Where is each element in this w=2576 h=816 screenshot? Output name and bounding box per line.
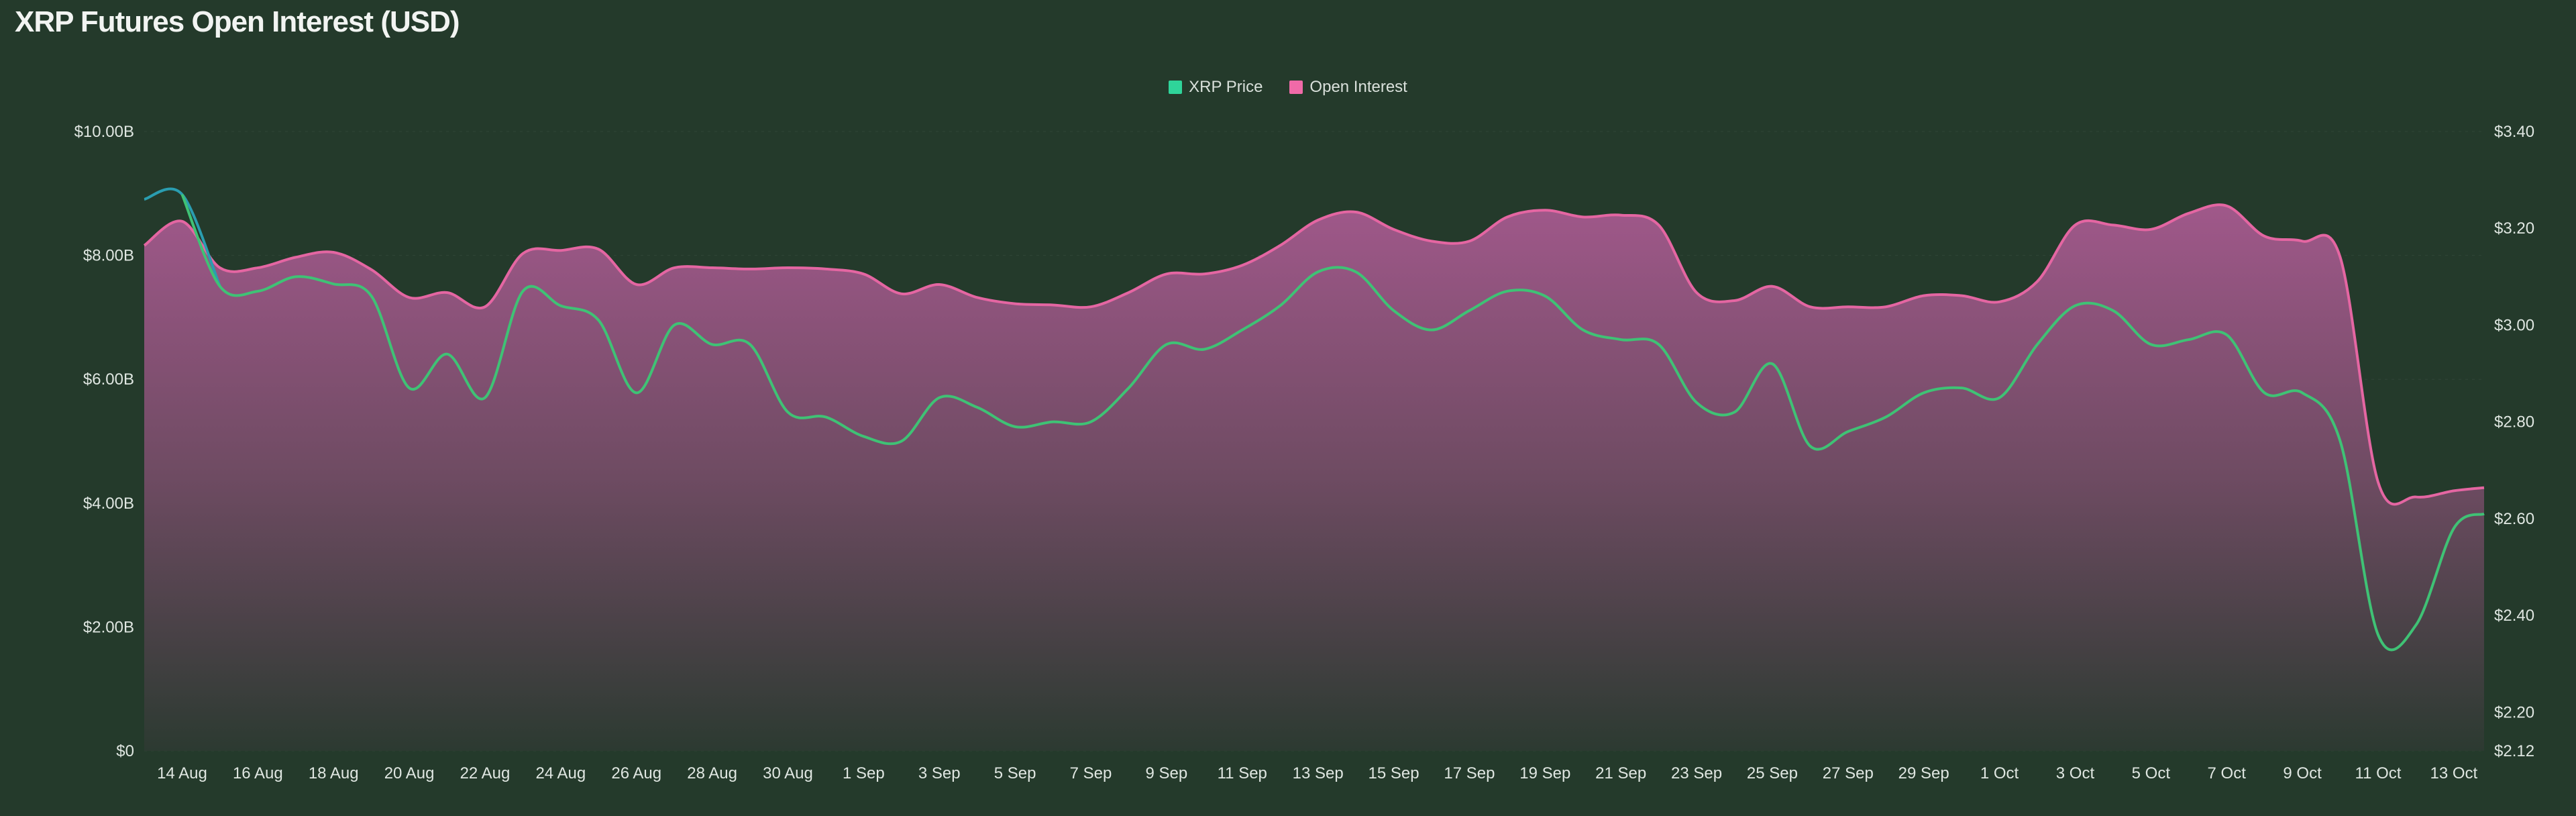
- y-right-tick-label: $2.12: [2494, 742, 2534, 760]
- x-tick-label: 30 Aug: [763, 764, 813, 782]
- x-tick-label: 7 Oct: [2208, 764, 2247, 782]
- x-tick-label: 9 Oct: [2283, 764, 2322, 782]
- x-tick-label: 1 Sep: [843, 764, 885, 782]
- x-tick-label: 3 Sep: [918, 764, 961, 782]
- x-tick-label: 13 Sep: [1293, 764, 1344, 782]
- legend-item-open-interest[interactable]: Open Interest: [1289, 78, 1407, 97]
- legend: XRP Price Open Interest: [0, 78, 2576, 97]
- x-tick-label: 18 Aug: [309, 764, 359, 782]
- legend-swatch-xrp-price: [1169, 81, 1183, 94]
- legend-label: Open Interest: [1309, 78, 1407, 96]
- x-tick-label: 27 Sep: [1823, 764, 1874, 782]
- x-tick-label: 11 Sep: [1218, 764, 1267, 782]
- y-right-tick-label: $2.60: [2494, 510, 2534, 528]
- y-right-tick-label: $3.20: [2494, 219, 2534, 238]
- x-tick-label: 15 Sep: [1368, 764, 1419, 782]
- x-tick-label: 13 Oct: [2430, 764, 2477, 782]
- x-tick-label: 3 Oct: [2056, 764, 2095, 782]
- x-tick-label: 20 Aug: [384, 764, 435, 782]
- x-tick-label: 1 Oct: [1980, 764, 2019, 782]
- y-right-tick-label: $3.00: [2494, 316, 2534, 334]
- y-left-tick-label: $8.00B: [83, 247, 134, 265]
- y-left-tick-label: $4.00B: [83, 495, 134, 513]
- x-tick-label: 16 Aug: [233, 764, 283, 782]
- x-tick-label: 24 Aug: [535, 764, 586, 782]
- x-tick-label: 23 Sep: [1671, 764, 1722, 782]
- y-right-tick-label: $2.40: [2494, 607, 2534, 625]
- x-tick-label: 9 Sep: [1146, 764, 1188, 782]
- y-left-tick-label: $0: [116, 742, 134, 760]
- x-tick-label: 26 Aug: [611, 764, 661, 782]
- xrp-price-line: [180, 193, 2485, 652]
- x-tick-label: 22 Aug: [460, 764, 511, 782]
- open-interest-area: [144, 205, 2484, 751]
- legend-label: XRP Price: [1189, 78, 1263, 96]
- x-tick-label: 19 Sep: [1519, 764, 1570, 782]
- x-tick-label: 29 Sep: [1898, 764, 1949, 782]
- x-tick-label: 7 Sep: [1070, 764, 1112, 782]
- x-tick-label: 28 Aug: [687, 764, 737, 782]
- x-tick-label: 21 Sep: [1595, 764, 1646, 782]
- legend-swatch-open-interest: [1289, 81, 1303, 94]
- y-left-tick-label: $6.00B: [83, 370, 134, 389]
- x-tick-label: 25 Sep: [1747, 764, 1798, 782]
- open-interest-line: [143, 203, 2485, 506]
- y-right-tick-label: $3.40: [2494, 123, 2534, 141]
- x-tick-label: 11 Oct: [2355, 764, 2402, 782]
- y-left-tick-label: $10.00B: [74, 123, 134, 141]
- chart-title: XRP Futures Open Interest (USD): [15, 5, 460, 38]
- x-tick-label: 17 Sep: [1444, 764, 1495, 782]
- y-left-tick-label: $2.00B: [83, 618, 134, 636]
- y-right-tick-label: $2.20: [2494, 703, 2534, 721]
- y-right-tick-label: $2.80: [2494, 413, 2534, 431]
- x-tick-label: 5 Oct: [2132, 764, 2171, 782]
- x-tick-label: 14 Aug: [157, 764, 207, 782]
- x-tick-label: 5 Sep: [994, 764, 1036, 782]
- legend-item-xrp-price[interactable]: XRP Price: [1169, 78, 1263, 97]
